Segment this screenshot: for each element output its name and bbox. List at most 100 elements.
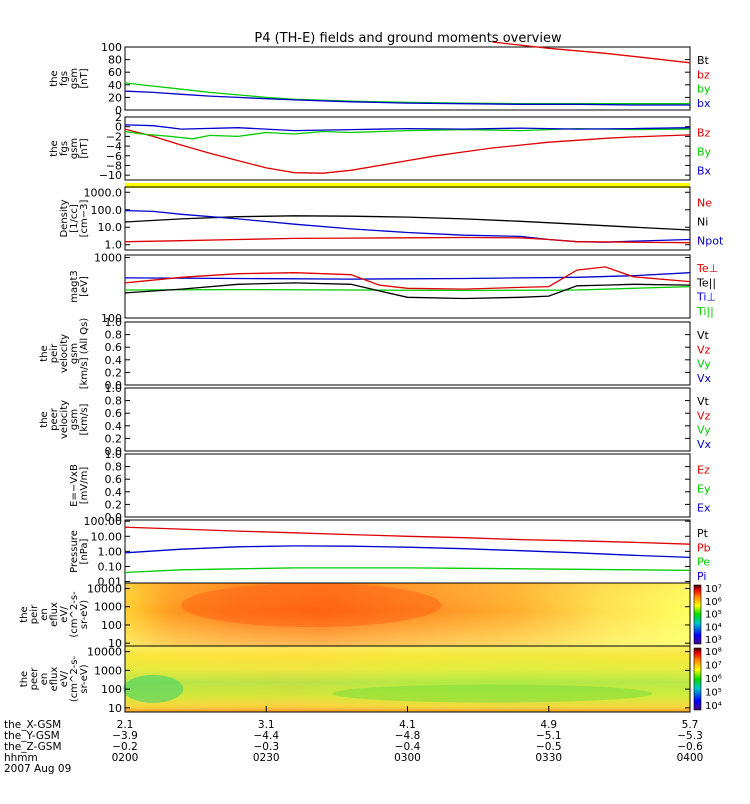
colorbar-peer-eflux: 10⁴ 10⁵ 10⁶ 10⁷ 10⁸ bbox=[693, 647, 722, 712]
flux-band bbox=[332, 684, 653, 703]
y-label-line: [nT] bbox=[79, 68, 90, 88]
y-axis-label: the fgs gsm [nT] bbox=[49, 68, 90, 89]
colorbar-label: 10⁴ bbox=[705, 701, 722, 712]
y-tick-label: 10 bbox=[108, 637, 122, 650]
colorbar-label: 10⁴ bbox=[705, 622, 722, 633]
legend-entry: Vy bbox=[697, 424, 711, 437]
y-label-line: [nPa] bbox=[79, 538, 90, 564]
y-label-line: [1/cc] bbox=[69, 204, 80, 233]
legend-entry: Te⊥ bbox=[696, 262, 718, 275]
y-tick-label: 1000 bbox=[94, 252, 122, 265]
y-tick-label: 1.0 bbox=[105, 316, 123, 329]
series-line-Te⊥ bbox=[124, 266, 691, 290]
y-tick-label: 0.8 bbox=[105, 329, 123, 342]
y-tick-label: 0 bbox=[115, 104, 122, 117]
y-label-line: fgs bbox=[59, 141, 70, 156]
series-line-Te|| bbox=[124, 282, 691, 300]
y-tick-label: 0.10 bbox=[98, 560, 123, 573]
y-label-line: peir bbox=[49, 343, 60, 363]
y-axis-label: magt3 [eV] bbox=[69, 270, 90, 303]
ephemeris-value: −5.3 bbox=[677, 730, 703, 742]
legend-entry: Bz bbox=[697, 127, 711, 140]
y-tick-label: −10 bbox=[99, 169, 122, 182]
y-axis-label: the fgs gsm [nT] bbox=[49, 138, 90, 159]
legend-entry: Ey bbox=[697, 483, 711, 496]
y-label-line: (cm^2-s- bbox=[69, 655, 80, 702]
y-tick-label: 0.0 bbox=[105, 379, 123, 392]
panel-temperature: 100 1000 magt3 [eV] Te⊥Te|| Ti⊥Ti|| bbox=[69, 252, 718, 325]
y-axis-label: the peer en eflux eV/(cm^2-s-sr-eV) bbox=[19, 655, 90, 702]
legend-entry: Npot bbox=[697, 235, 724, 248]
ephemeris-row-label: the_Y-GSM bbox=[4, 730, 60, 742]
spectrogram-overlay bbox=[125, 646, 690, 712]
quality-flag-bar bbox=[125, 183, 690, 188]
panel-pressure: 0.01 0.10 1.00 10.00 100.00 Pressure [nPa] PtPb… bbox=[69, 515, 711, 588]
y-label-line: [nT] bbox=[79, 138, 90, 158]
legend-entry: Pt bbox=[697, 527, 709, 540]
y-label-line: sr-eV) bbox=[79, 664, 90, 693]
y-tick-label: 0.2 bbox=[105, 498, 123, 511]
colorbar-label: 10⁷ bbox=[705, 584, 722, 595]
legend-entry: Pe bbox=[697, 556, 710, 569]
spectrogram-overlay bbox=[125, 583, 690, 646]
ephemeris-value: 0200 bbox=[112, 752, 139, 764]
legend-entry: bx bbox=[697, 97, 711, 110]
y-label-line: magt3 bbox=[69, 270, 80, 303]
y-label-line: the bbox=[49, 140, 60, 156]
y-tick-label: 100 bbox=[101, 619, 122, 632]
y-label-line: sr-eV) bbox=[79, 600, 90, 629]
y-label-line: gsm bbox=[69, 409, 80, 430]
y-label-line: (cm^2-s- bbox=[69, 591, 80, 638]
y-tick-label: 1.0 bbox=[105, 448, 123, 461]
legend-entry: bz bbox=[697, 68, 710, 81]
ephemeris-row-label: the_Z-GSM bbox=[4, 741, 62, 753]
y-tick-label: −8 bbox=[106, 159, 122, 172]
x-axis: the_X-GSM 2.1 3.1 4.1 4.9 5.7 the_Y-GSM −3.9 −4.… bbox=[4, 706, 703, 775]
y-label-line: eV/ bbox=[59, 670, 70, 687]
y-tick-label: 1000 bbox=[94, 601, 122, 614]
legend-entry: Ti⊥ bbox=[696, 291, 716, 304]
plot-date: 2007 Aug 09 bbox=[4, 763, 71, 775]
legend-entry: By bbox=[697, 146, 712, 159]
legend-entry: Vx bbox=[697, 438, 712, 451]
legend-entry: Ex bbox=[697, 502, 711, 515]
y-tick-label: 0.6 bbox=[105, 407, 123, 420]
y-label-line: the bbox=[19, 671, 30, 687]
y-label-line: [km/s] (All Qs) bbox=[79, 318, 90, 390]
series-line-Ni bbox=[124, 215, 691, 231]
y-axis-label: the peir en eflux eV/(cm^2-s-sr-eV) bbox=[19, 591, 90, 638]
y-label-line: [km/s] bbox=[79, 403, 90, 435]
ephemeris-value: −5.1 bbox=[536, 730, 562, 742]
y-tick-label: 1.0 bbox=[105, 382, 123, 395]
y-label-line: gsm bbox=[69, 343, 80, 364]
series-line-Ne bbox=[124, 236, 691, 244]
colorbar-label: 10³ bbox=[705, 635, 722, 646]
y-tick-label: 10.0 bbox=[98, 221, 123, 234]
y-tick-label: 2 bbox=[115, 111, 122, 124]
colorbar-label: 10⁵ bbox=[705, 610, 722, 621]
ephemeris-value: 4.9 bbox=[540, 719, 557, 731]
y-label-line: peir bbox=[29, 604, 40, 624]
legend-entry: Bt bbox=[697, 54, 710, 67]
ephemeris-row-label: hhmm bbox=[4, 752, 38, 764]
ephemeris-value: −0.3 bbox=[254, 741, 280, 753]
flux-band-early bbox=[123, 674, 184, 703]
y-label-line: [cm−3] bbox=[79, 200, 90, 238]
series-line-Ti|| bbox=[124, 285, 691, 292]
y-tick-label: 0.0 bbox=[105, 445, 123, 458]
flux-peak bbox=[181, 583, 442, 628]
panel-frame bbox=[124, 46, 691, 111]
colorbar-gradient bbox=[693, 584, 702, 645]
colorbar-label: 10⁶ bbox=[705, 597, 722, 608]
y-axis-label: Density [1/cc] [cm−3] bbox=[59, 199, 90, 237]
legend-entry: Vx bbox=[697, 372, 712, 385]
y-label-line: peer bbox=[49, 407, 60, 431]
series-line-Ti⊥ bbox=[124, 272, 691, 280]
y-tick-label: 100.00 bbox=[84, 515, 123, 528]
y-tick-label: 1000 bbox=[94, 664, 122, 677]
y-tick-label: 60 bbox=[108, 66, 122, 79]
